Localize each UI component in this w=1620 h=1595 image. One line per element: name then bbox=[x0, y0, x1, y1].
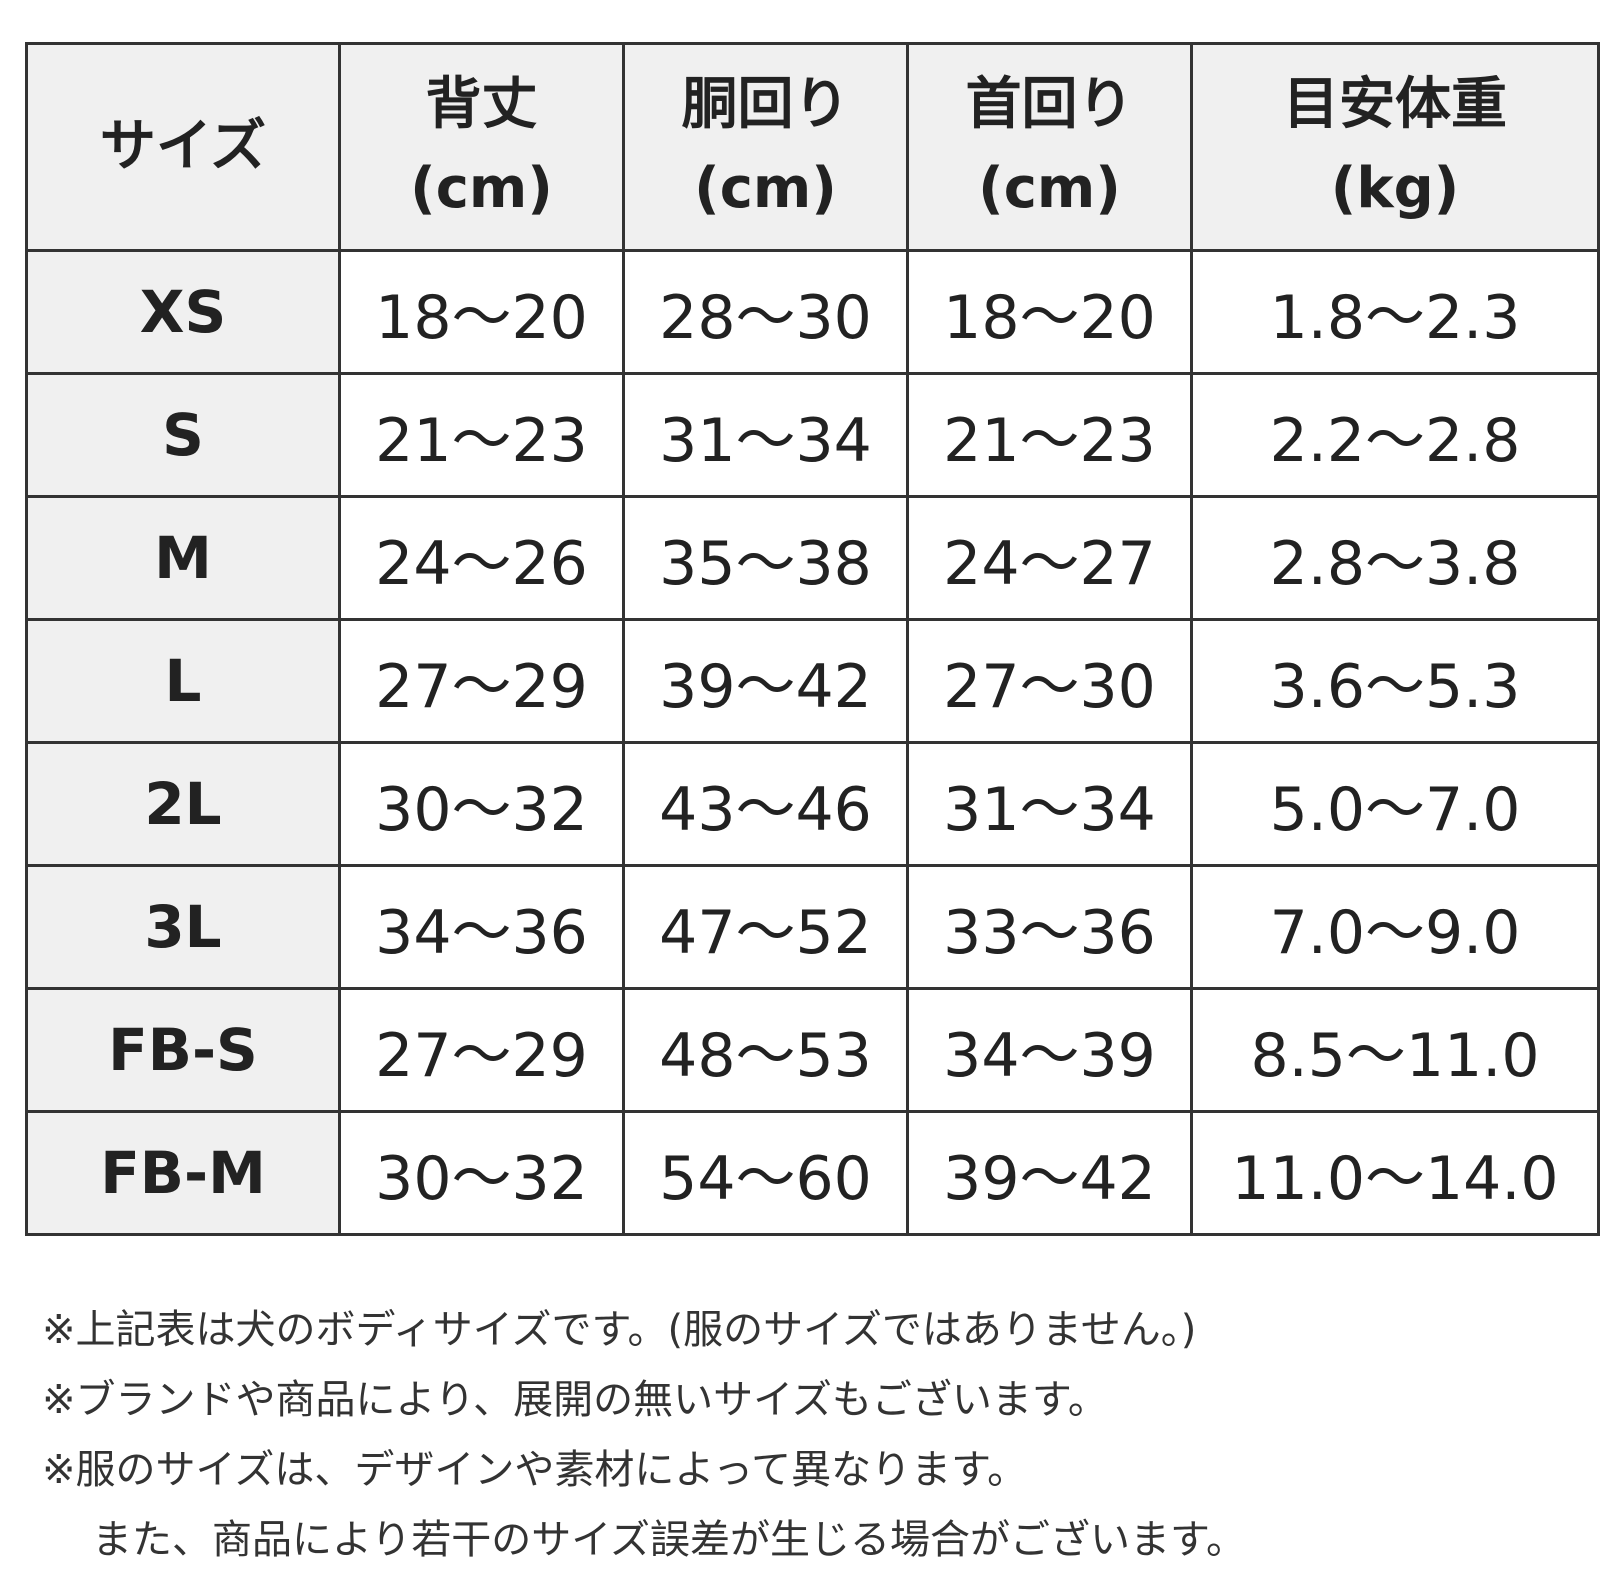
value-cell: 43～46 bbox=[622, 741, 909, 867]
note-line: ※上記表は犬のボディサイズです。(服のサイズではありません。) bbox=[42, 1307, 1197, 1353]
header-row: サイズ 背丈 (cm) 胴回り (cm) 首回り (cm) 目安体重 (kg) bbox=[25, 42, 1600, 252]
notes: ※上記表は犬のボディサイズです。(服のサイズではありません。) ※ブランドや商品に… bbox=[42, 1295, 1246, 1575]
value-cell: 54～60 bbox=[622, 1110, 909, 1236]
value-cell: 18～20 bbox=[906, 249, 1193, 375]
value-cell: 8.5～11.0 bbox=[1190, 987, 1600, 1113]
value-cell: 39～42 bbox=[622, 618, 909, 744]
value-cell: 48～53 bbox=[622, 987, 909, 1113]
value-cell: 34～39 bbox=[906, 987, 1193, 1113]
value-cell: 7.0～9.0 bbox=[1190, 864, 1600, 990]
value-cell: 35～38 bbox=[622, 495, 909, 621]
size-cell: XS bbox=[25, 249, 341, 375]
size-cell: S bbox=[25, 372, 341, 498]
value-cell: 11.0～14.0 bbox=[1190, 1110, 1600, 1236]
size-cell: M bbox=[25, 495, 341, 621]
header-unit: (cm) bbox=[694, 156, 837, 221]
header-label: 目安体重 bbox=[1283, 72, 1507, 137]
table-row: 2L 30～32 43～46 31～34 5.0～7.0 bbox=[25, 741, 1600, 867]
size-cell: FB-M bbox=[25, 1110, 341, 1236]
header-unit: (kg) bbox=[1330, 156, 1460, 221]
note-line: また、商品により若干のサイズ誤差が生じる場合がございます。 bbox=[92, 1517, 1246, 1563]
table-row: S 21～23 31～34 21～23 2.2～2.8 bbox=[25, 372, 1600, 498]
value-cell: 24～27 bbox=[906, 495, 1193, 621]
header-cell: 首回り (cm) bbox=[906, 42, 1193, 252]
header-cell: 目安体重 (kg) bbox=[1190, 42, 1600, 252]
value-cell: 2.8～3.8 bbox=[1190, 495, 1600, 621]
value-cell: 21～23 bbox=[906, 372, 1193, 498]
value-cell: 39～42 bbox=[906, 1110, 1193, 1236]
value-cell: 27～29 bbox=[338, 987, 625, 1113]
header-cell: 背丈 (cm) bbox=[338, 42, 625, 252]
header-label: 胴回り bbox=[681, 72, 850, 137]
value-cell: 3.6～5.3 bbox=[1190, 618, 1600, 744]
header-label: サイズ bbox=[99, 114, 267, 179]
table-body: XS 18～20 28～30 18～20 1.8～2.3 S 21～23 31～34 21～23… bbox=[25, 249, 1600, 1236]
size-table: サイズ 背丈 (cm) 胴回り (cm) 首回り (cm) 目安体重 (kg) XS 18～20 2… bbox=[25, 42, 1600, 1236]
note-line: ※服のサイズは、デザインや素材によって異なります。 bbox=[42, 1447, 1028, 1493]
value-cell: 47～52 bbox=[622, 864, 909, 990]
value-cell: 1.8～2.3 bbox=[1190, 249, 1600, 375]
value-cell: 2.2～2.8 bbox=[1190, 372, 1600, 498]
size-cell: L bbox=[25, 618, 341, 744]
table-row: 3L 34～36 47～52 33～36 7.0～9.0 bbox=[25, 864, 1600, 990]
value-cell: 28～30 bbox=[622, 249, 909, 375]
value-cell: 31～34 bbox=[906, 741, 1193, 867]
value-cell: 27～30 bbox=[906, 618, 1193, 744]
note-line: ※ブランドや商品により、展開の無いサイズもございます。 bbox=[42, 1377, 1108, 1423]
table-row: XS 18～20 28～30 18～20 1.8～2.3 bbox=[25, 249, 1600, 375]
size-cell: 2L bbox=[25, 741, 341, 867]
header-cell: 胴回り (cm) bbox=[622, 42, 909, 252]
size-cell: FB-S bbox=[25, 987, 341, 1113]
value-cell: 5.0～7.0 bbox=[1190, 741, 1600, 867]
table-row: M 24～26 35～38 24～27 2.8～3.8 bbox=[25, 495, 1600, 621]
table-row: FB-S 27～29 48～53 34～39 8.5～11.0 bbox=[25, 987, 1600, 1113]
table-row: L 27～29 39～42 27～30 3.6～5.3 bbox=[25, 618, 1600, 744]
header-unit: (cm) bbox=[978, 156, 1121, 221]
value-cell: 33～36 bbox=[906, 864, 1193, 990]
header-unit: (cm) bbox=[410, 156, 553, 221]
header-cell: サイズ bbox=[25, 42, 341, 252]
value-cell: 30～32 bbox=[338, 1110, 625, 1236]
size-cell: 3L bbox=[25, 864, 341, 990]
header-label: 首回り bbox=[965, 72, 1134, 137]
value-cell: 30～32 bbox=[338, 741, 625, 867]
value-cell: 34～36 bbox=[338, 864, 625, 990]
value-cell: 31～34 bbox=[622, 372, 909, 498]
table-row: FB-M 30～32 54～60 39～42 11.0～14.0 bbox=[25, 1110, 1600, 1236]
value-cell: 27～29 bbox=[338, 618, 625, 744]
value-cell: 21～23 bbox=[338, 372, 625, 498]
value-cell: 24～26 bbox=[338, 495, 625, 621]
value-cell: 18～20 bbox=[338, 249, 625, 375]
header-label: 背丈 bbox=[425, 72, 538, 137]
